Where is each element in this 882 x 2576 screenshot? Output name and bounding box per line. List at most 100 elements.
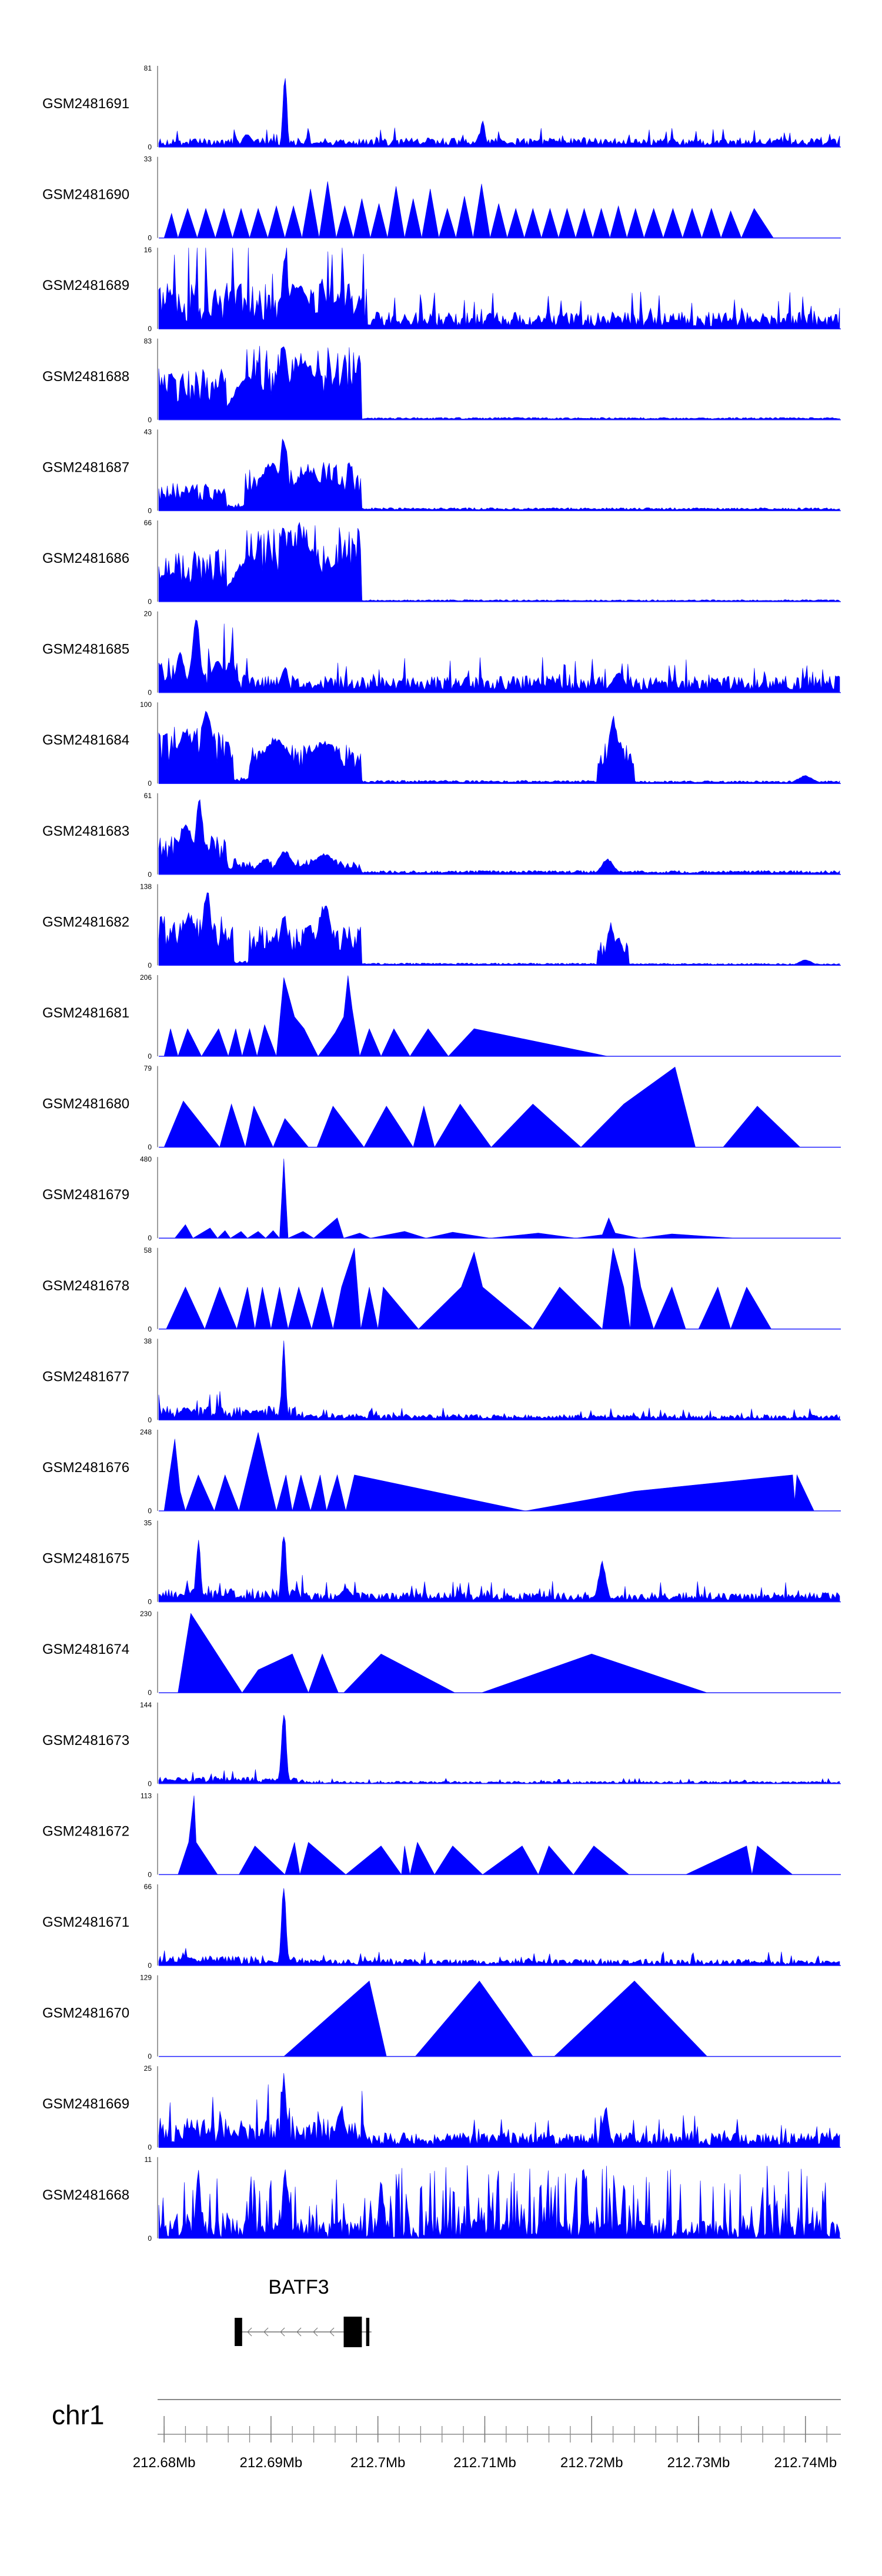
coverage-area: [163, 975, 608, 1057]
track-ymax-label: 83: [144, 337, 152, 345]
track-ymin-label: 0: [148, 416, 152, 424]
track-label: GSM2481687: [42, 459, 129, 475]
tick-label: 212.7Mb: [350, 2455, 405, 2471]
coverage-area: [178, 1796, 793, 1876]
tick-label: 212.74Mb: [774, 2455, 837, 2471]
track-ymax-label: 16: [144, 246, 152, 254]
track-ymin-label: 0: [148, 1325, 152, 1333]
track: GSM2481683 61 0: [42, 792, 841, 879]
track-ymin-label: 0: [148, 1870, 152, 1878]
track-label: GSM2481688: [42, 369, 129, 385]
track-ymax-label: 144: [140, 1701, 152, 1709]
track-ymax-label: 81: [144, 64, 152, 72]
track-label: GSM2481676: [42, 1460, 129, 1476]
coverage-area: [158, 892, 840, 966]
track-label: GSM2481684: [42, 732, 129, 748]
strand-arrow: [329, 2327, 335, 2337]
track-ymin-label: 0: [148, 1416, 152, 1424]
track: GSM2481681 206 0: [42, 973, 841, 1060]
gene-exon: [343, 2317, 362, 2347]
coverage-area: [158, 522, 840, 602]
track-ymax-label: 25: [144, 2064, 152, 2073]
coverage-area: [178, 1613, 707, 1694]
track: GSM2481689 16 0: [42, 246, 841, 333]
track-ymin-label: 0: [148, 1052, 152, 1060]
track-ymin-label: 0: [148, 598, 152, 606]
track-label: GSM2481672: [42, 1823, 129, 1839]
track: GSM2481676 248 0: [42, 1428, 841, 1515]
track-ymax-label: 248: [140, 1428, 152, 1436]
track-ymin-label: 0: [148, 1598, 152, 1606]
track-ymin-label: 0: [148, 870, 152, 879]
track-ymin-label: 0: [148, 143, 152, 151]
track: GSM2481690 33 0: [42, 155, 841, 242]
chromosome-label: chr1: [52, 2400, 104, 2430]
track-label: GSM2481682: [42, 914, 129, 930]
track-label: GSM2481673: [42, 1733, 129, 1749]
track-ymax-label: 33: [144, 155, 152, 163]
track: GSM2481672 113 0: [42, 1791, 841, 1878]
track-ymax-label: 61: [144, 792, 152, 800]
track-ymax-label: 129: [140, 1974, 152, 1982]
track-ymax-label: 35: [144, 1519, 152, 1527]
track-ymax-label: 66: [144, 1883, 152, 1891]
track: GSM2481679 480 0: [42, 1155, 841, 1242]
track-ymin-label: 0: [148, 506, 152, 515]
coverage-area: [166, 1247, 772, 1330]
track-ymax-label: 113: [141, 1791, 152, 1800]
coverage-area: [158, 438, 840, 511]
track-ymin-label: 0: [148, 779, 152, 788]
track-ymax-label: 38: [144, 1337, 152, 1345]
track-ymax-label: 480: [140, 1155, 152, 1163]
track-ymax-label: 230: [140, 1610, 152, 1618]
tick-label: 212.72Mb: [560, 2455, 623, 2471]
track-label: GSM2481675: [42, 1551, 129, 1567]
coverage-area: [283, 1980, 708, 2057]
track-label: GSM2481690: [42, 187, 129, 203]
track-label: GSM2481683: [42, 823, 129, 839]
coverage-area: [158, 710, 840, 784]
track: GSM2481691 81 0: [42, 64, 841, 151]
track: GSM2481677 38 0: [42, 1337, 841, 1424]
track-ymax-label: 43: [144, 428, 152, 436]
track-ymax-label: 58: [144, 1246, 152, 1254]
coverage-area: [163, 1432, 814, 1512]
coverage-area: [158, 2165, 840, 2239]
track-label: GSM2481669: [42, 2096, 129, 2112]
track-ymin-label: 0: [148, 1689, 152, 1697]
track-ymin-label: 0: [148, 2143, 152, 2151]
track-ymax-label: 66: [144, 519, 152, 527]
track: GSM2481675 35 0: [42, 1519, 841, 1606]
coverage-area: [158, 78, 840, 148]
coverage-area: [158, 799, 840, 875]
track-ymin-label: 0: [148, 234, 152, 242]
track-label: GSM2481677: [42, 1369, 129, 1384]
gene-exon: [366, 2318, 370, 2346]
track-ymax-label: 79: [144, 1065, 152, 1073]
track-ymin-label: 0: [148, 325, 152, 333]
track-ymax-label: 138: [140, 882, 152, 890]
track-label: GSM2481670: [42, 2006, 129, 2021]
gene-annotation-track: BATF3: [235, 2276, 372, 2347]
coverage-area: [163, 181, 774, 239]
coverage-area: [158, 1536, 840, 1602]
track-label: GSM2481691: [42, 96, 129, 112]
genome-axis: chr1 212.68Mb 212.69Mb 212.7Mb 212.71Mb 212.…: [52, 2399, 841, 2471]
axis-ticks: 212.68Mb 212.69Mb 212.7Mb 212.71Mb 212.72Mb 2…: [133, 2416, 837, 2471]
track-label: GSM2481679: [42, 1187, 129, 1203]
strand-arrow: [313, 2327, 318, 2337]
track: GSM2481669 25 0: [42, 2064, 841, 2151]
track-label: GSM2481689: [42, 278, 129, 293]
strand-arrow: [296, 2327, 302, 2337]
track-ymin-label: 0: [148, 1234, 152, 1242]
track: GSM2481688 83 0: [42, 337, 841, 424]
track-label: GSM2481668: [42, 2187, 129, 2203]
strand-arrow: [247, 2327, 252, 2337]
track-ymax-label: 11: [145, 2155, 152, 2164]
coverage-area: [159, 1159, 736, 1239]
track: GSM2481685 20 0: [42, 610, 841, 697]
track-label: GSM2481681: [42, 1005, 129, 1021]
track-label: GSM2481674: [42, 1641, 129, 1657]
track-ymin-label: 0: [148, 1143, 152, 1152]
